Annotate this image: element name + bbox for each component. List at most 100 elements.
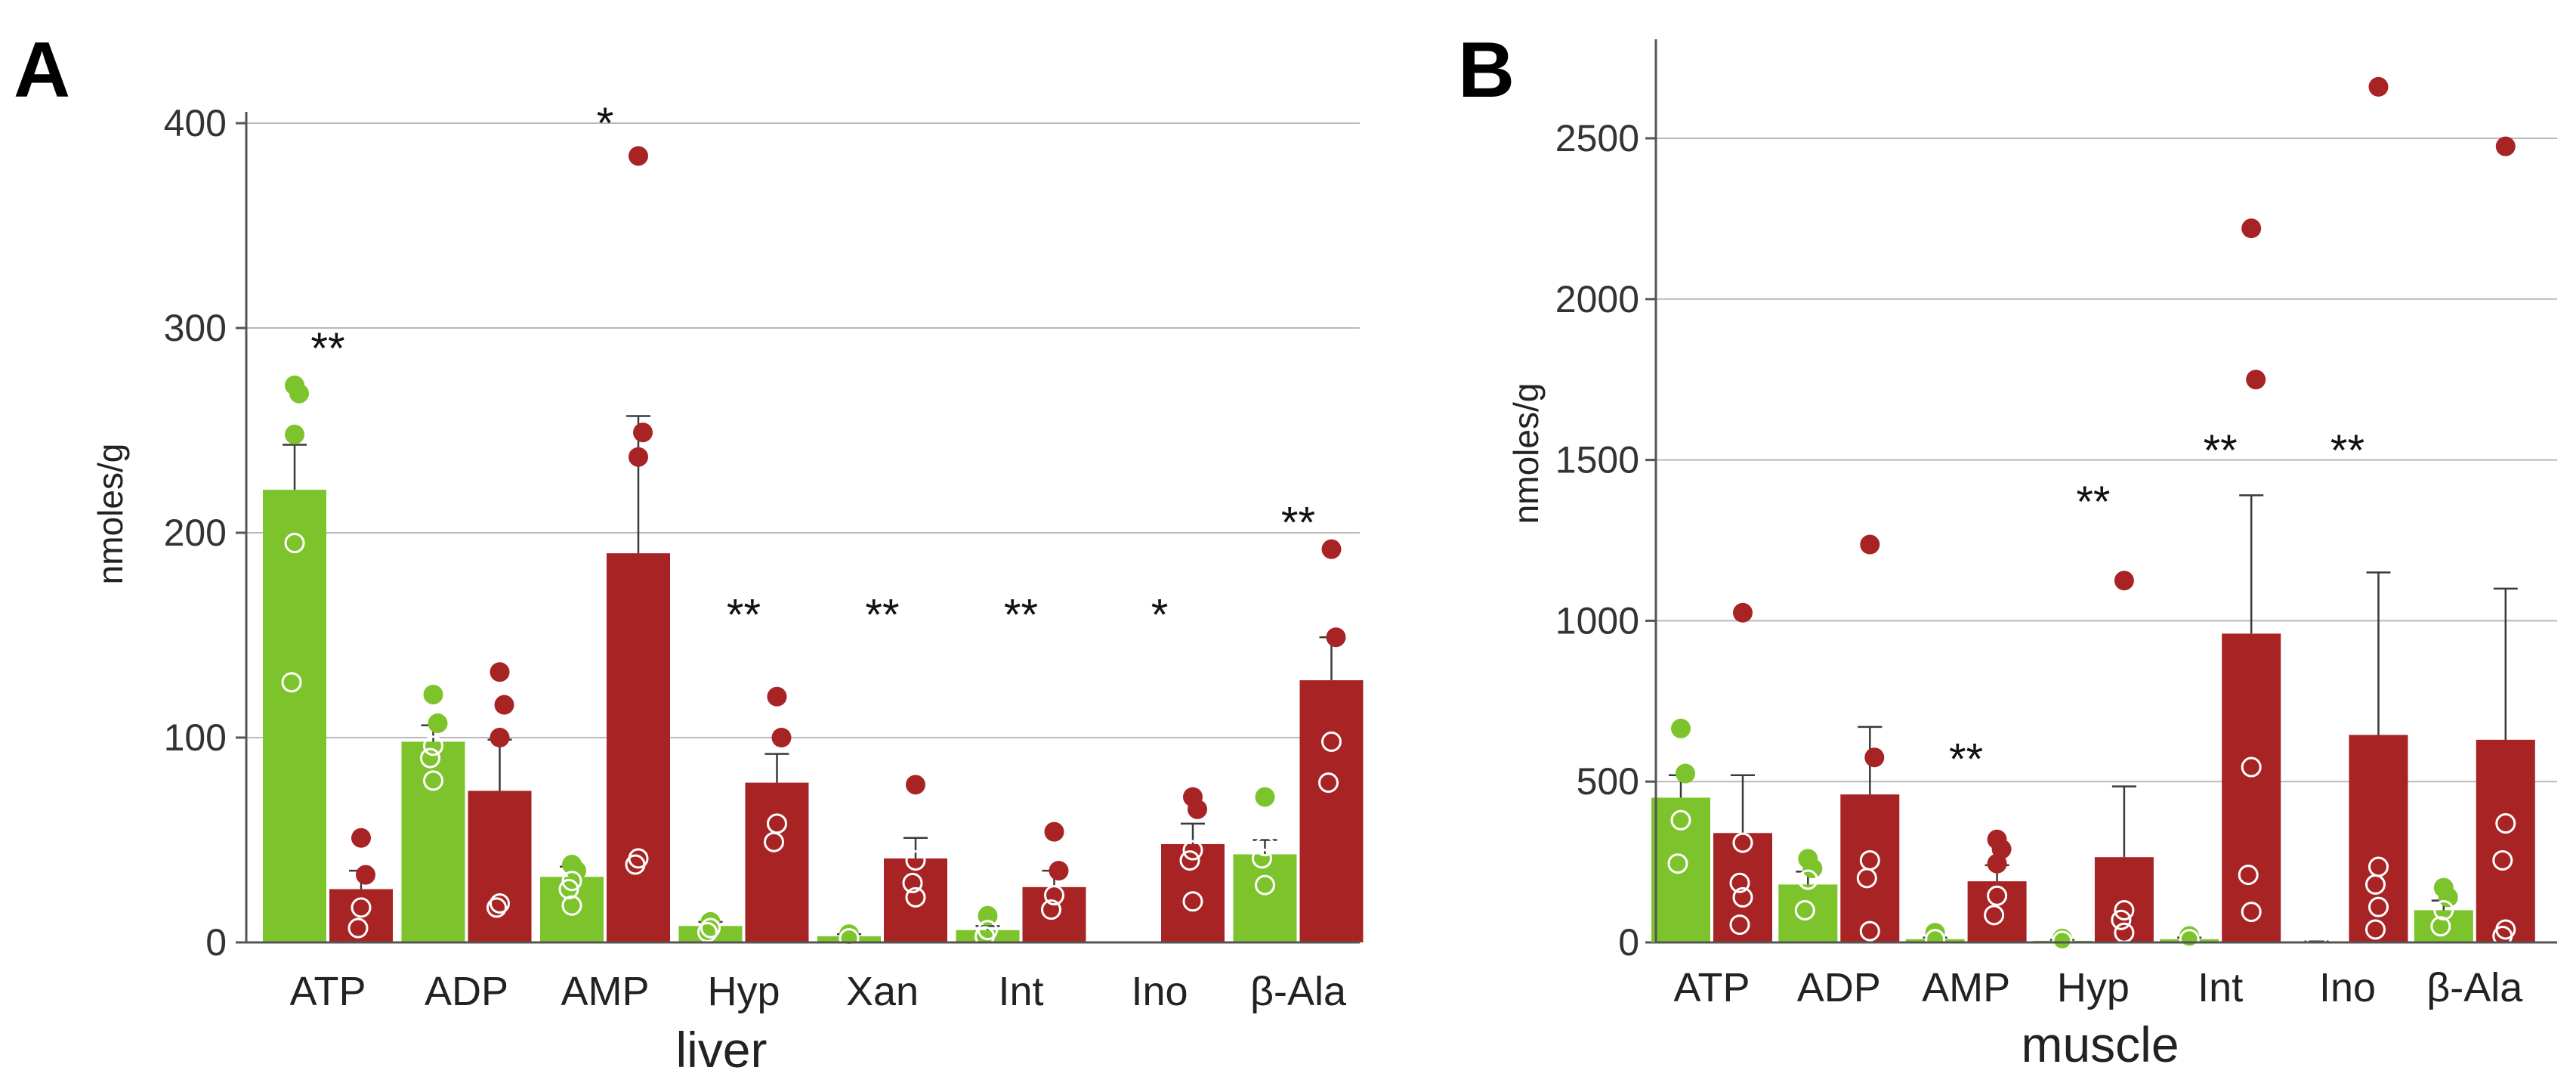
data-point-open bbox=[905, 886, 926, 908]
bar bbox=[2222, 633, 2281, 942]
panel-a-x-axis-title: liver bbox=[675, 1022, 767, 1078]
data-point-filled bbox=[1733, 602, 1753, 623]
data-point-open bbox=[1318, 772, 1339, 794]
data-point-filled bbox=[1044, 821, 1064, 842]
data-point-open bbox=[2365, 919, 2386, 940]
data-point-filled bbox=[2368, 76, 2389, 97]
data-point-open bbox=[2365, 874, 2386, 895]
panel-b-bars bbox=[1651, 494, 2535, 942]
x-tick-label: ATP bbox=[289, 969, 366, 1014]
data-point-filled bbox=[490, 662, 510, 682]
significance-marker: ** bbox=[310, 324, 344, 373]
data-point-filled bbox=[1321, 539, 1342, 559]
x-tick-label: AMP bbox=[561, 969, 649, 1014]
data-point-filled bbox=[289, 383, 309, 404]
bar bbox=[1022, 886, 1086, 942]
bar bbox=[2414, 910, 2473, 942]
y-tick-label: 500 bbox=[1577, 760, 1639, 803]
data-point-open bbox=[2495, 813, 2516, 834]
data-point-open bbox=[902, 872, 923, 893]
data-point-open bbox=[2052, 930, 2073, 951]
data-point-filled bbox=[490, 728, 510, 747]
data-point-filled bbox=[2114, 571, 2134, 591]
data-point-filled bbox=[771, 728, 792, 747]
data-point-filled bbox=[494, 695, 514, 715]
data-point-open bbox=[351, 897, 372, 918]
bar bbox=[678, 926, 743, 942]
data-point-filled bbox=[978, 905, 998, 926]
data-point-open bbox=[420, 747, 440, 769]
data-point-filled bbox=[285, 424, 304, 444]
panel-a-bars bbox=[263, 415, 1364, 942]
data-point-open bbox=[347, 917, 369, 939]
data-point-open bbox=[2111, 909, 2132, 930]
data-point-filled bbox=[351, 828, 371, 848]
data-point-filled bbox=[2246, 370, 2266, 390]
significance-marker: ** bbox=[1281, 498, 1315, 547]
significance-marker: * bbox=[1151, 590, 1169, 639]
data-point-filled bbox=[428, 713, 448, 734]
data-point-open bbox=[486, 897, 507, 918]
data-point-open bbox=[1856, 868, 1877, 889]
panel-b-letter: B bbox=[1458, 26, 1515, 114]
bar bbox=[607, 553, 670, 942]
panel-a-letter: A bbox=[14, 26, 70, 114]
bar bbox=[2349, 735, 2408, 942]
data-point-open bbox=[1859, 920, 1880, 942]
x-tick-label: Int bbox=[998, 969, 1043, 1014]
x-tick-label: ADP bbox=[1797, 965, 1881, 1010]
data-point-filled bbox=[633, 422, 653, 443]
data-point-open bbox=[1987, 885, 2008, 906]
data-point-open bbox=[2492, 925, 2513, 946]
data-point-open bbox=[1255, 836, 1275, 857]
bar bbox=[468, 790, 532, 942]
x-tick-label: Ino bbox=[1131, 969, 1188, 1014]
data-point-open bbox=[2114, 899, 2135, 920]
data-point-open bbox=[2433, 899, 2454, 920]
data-point-open bbox=[423, 770, 443, 791]
data-point-open bbox=[558, 879, 579, 900]
y-tick-label: 300 bbox=[164, 307, 227, 349]
bar bbox=[1233, 854, 1297, 942]
data-point-open bbox=[1732, 832, 1753, 853]
data-point-open bbox=[1729, 872, 1750, 893]
data-point-filled bbox=[839, 924, 859, 945]
data-point-open bbox=[281, 672, 302, 693]
data-point-open bbox=[1321, 731, 1342, 752]
data-point-filled bbox=[1676, 763, 1695, 784]
data-point-open bbox=[2368, 896, 2389, 917]
x-tick-label: β-Ala bbox=[1250, 969, 1347, 1014]
data-point-open bbox=[284, 533, 305, 554]
y-tick-label: 2500 bbox=[1555, 117, 1639, 159]
data-point-filled bbox=[356, 865, 375, 885]
bar bbox=[1299, 680, 1364, 942]
y-tick-label: 1000 bbox=[1555, 599, 1639, 642]
bar bbox=[1651, 797, 1710, 942]
data-point-open bbox=[2492, 849, 2513, 871]
data-point-open bbox=[1925, 929, 1946, 950]
bar bbox=[745, 782, 809, 942]
data-point-filled bbox=[1864, 747, 1885, 768]
data-point-open bbox=[2306, 929, 2327, 950]
data-point-open bbox=[839, 928, 860, 949]
y-tick-label: 100 bbox=[164, 716, 227, 759]
data-point-open bbox=[905, 850, 926, 871]
data-point-filled bbox=[1326, 627, 1346, 648]
data-point-open bbox=[697, 921, 718, 942]
data-point-open bbox=[1179, 850, 1200, 871]
data-point-open bbox=[490, 893, 510, 914]
panel-b-y-axis-title: nmoles/g bbox=[1506, 383, 1546, 524]
data-point-open bbox=[1041, 899, 1061, 920]
panel-a-labels: 0 100 200 300 400 ATP ADP AMP Hyp Xan Int Ino β-Ala *… bbox=[164, 99, 1347, 1014]
bar bbox=[1967, 881, 2027, 942]
bar bbox=[956, 930, 1020, 942]
panel-b-labels: 0 500 1000 1500 2000 2500 ATP ADP AMP Hyp Int Ino β-… bbox=[1555, 117, 2524, 1010]
x-tick-label: Hyp bbox=[707, 969, 780, 1014]
data-point-open bbox=[1044, 885, 1064, 906]
significance-marker: ** bbox=[727, 590, 761, 639]
data-point-filled bbox=[1860, 534, 1880, 555]
y-tick-label: 400 bbox=[164, 102, 227, 144]
bar bbox=[2476, 739, 2535, 942]
significance-marker: ** bbox=[1949, 735, 1983, 784]
